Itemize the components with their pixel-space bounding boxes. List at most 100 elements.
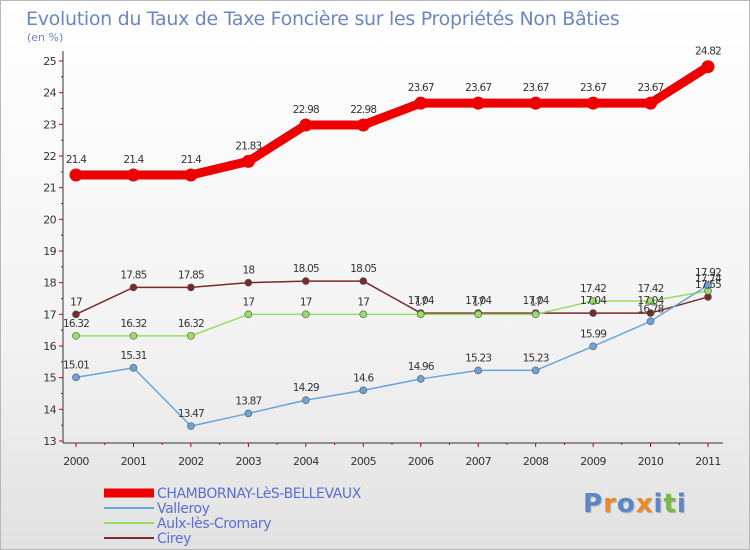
logo-letter: r [603, 489, 617, 519]
data-point [302, 310, 310, 319]
logo-letter: i [653, 489, 664, 519]
data-point [414, 96, 428, 110]
data-point [529, 96, 543, 110]
x-tick-label: 2000 [63, 455, 89, 468]
data-point [299, 118, 313, 132]
series-2 [72, 287, 712, 340]
data-label: 22.98 [350, 104, 376, 116]
x-tick-label: 2004 [293, 455, 319, 468]
data-point [302, 396, 310, 404]
data-point [187, 422, 195, 430]
data-point [359, 277, 368, 285]
data-point [416, 375, 425, 383]
y-tick-label: 14 [43, 403, 56, 416]
x-tick-label: 2008 [523, 455, 549, 468]
data-point [646, 297, 655, 305]
data-label: 15.31 [120, 350, 146, 362]
data-point [69, 168, 83, 182]
labels-series-1: 15.01 15.31 13.47 13.87 14.29 14.6 14.96 15.23 1… [63, 267, 722, 420]
data-point [126, 168, 140, 182]
data-label: 16.78 [638, 303, 664, 315]
data-label: 17 [472, 296, 484, 308]
data-point [701, 60, 715, 74]
data-label: 17 [300, 296, 312, 308]
x-tick-label: 2011 [695, 455, 721, 468]
y-tick-label: 15 [43, 372, 56, 385]
data-label: 17 [415, 296, 427, 308]
data-point [471, 96, 485, 110]
data-point [244, 409, 253, 418]
x-tick-label: 2001 [121, 455, 147, 468]
data-point [72, 373, 80, 382]
data-label: 15.01 [63, 359, 89, 371]
data-point [129, 332, 138, 340]
data-label: 15.23 [465, 352, 491, 364]
data-point [416, 310, 425, 319]
legend-label: Aulx-lès-Cromary [157, 516, 271, 532]
data-point [184, 168, 198, 182]
data-point [244, 310, 253, 319]
data-point [244, 278, 253, 287]
data-point [644, 96, 658, 110]
data-point [474, 366, 482, 375]
x-tick-label: 2003 [236, 455, 262, 468]
data-label: 23.67 [638, 82, 664, 94]
data-label: 17.85 [120, 269, 146, 281]
y-tick-label: 21 [43, 182, 56, 195]
y-tick-label: 22 [43, 150, 56, 163]
data-label: 18.05 [293, 263, 319, 275]
series-layer: 21.4 21.4 21.4 21.83 22.98 22.98 23.67 23.67 23.… [63, 46, 723, 430]
data-point [187, 332, 195, 340]
y-tick-label: 20 [43, 213, 56, 226]
data-label: 17.04 [580, 295, 607, 307]
y-tick-label: 19 [43, 245, 56, 258]
data-label: 16.32 [178, 318, 204, 330]
data-label: 17.92 [695, 267, 721, 279]
data-point [129, 283, 138, 292]
data-label: 13.87 [235, 395, 261, 407]
logo-letter: t [663, 489, 677, 519]
series-line [75, 280, 709, 316]
y-tick-label: 25 [43, 55, 56, 68]
logo-letter: i [676, 489, 687, 519]
data-point [129, 364, 138, 372]
data-label: 23.67 [465, 82, 491, 94]
data-label: 15.23 [523, 352, 549, 364]
data-point [531, 366, 540, 375]
data-point [646, 317, 655, 326]
series-line [75, 284, 709, 427]
x-tick-label: 2002 [178, 455, 204, 468]
data-point [241, 154, 255, 168]
data-label: 24.82 [695, 46, 721, 58]
y-tick-label: 18 [43, 277, 56, 290]
data-label: 18 [242, 265, 254, 277]
data-label: 17.85 [178, 269, 204, 281]
y-tick-label: 23 [43, 118, 56, 131]
data-point [474, 310, 482, 319]
legend: CHAMBORNAY-LèS-BELLEVAUXValleroyAulx-lès… [104, 486, 362, 547]
data-point [356, 118, 370, 132]
x-tick-label: 2010 [638, 455, 664, 468]
data-point [589, 309, 597, 317]
legend-label: Valleroy [157, 501, 210, 517]
data-label: 17 [530, 296, 542, 308]
axes: 13 14 15 16 17 18 19 20 21 22 23 24 25 2000 2001 2002 20… [43, 51, 723, 468]
legend-label: Cirey [157, 531, 191, 547]
data-point [589, 297, 597, 305]
x-tick-label: 2009 [580, 455, 606, 468]
data-label: 14.96 [408, 361, 435, 373]
logo-letter: o [616, 489, 636, 519]
data-label: 17.42 [638, 283, 664, 295]
data-label: 17.74 [695, 273, 722, 285]
data-point [302, 277, 310, 285]
series-0 [69, 60, 715, 182]
logo-letter: P [583, 489, 604, 519]
y-tick-label: 13 [43, 435, 56, 448]
data-label: 17.42 [580, 283, 606, 295]
data-label: 23.67 [408, 82, 434, 94]
data-label: 17.04 [523, 295, 550, 307]
